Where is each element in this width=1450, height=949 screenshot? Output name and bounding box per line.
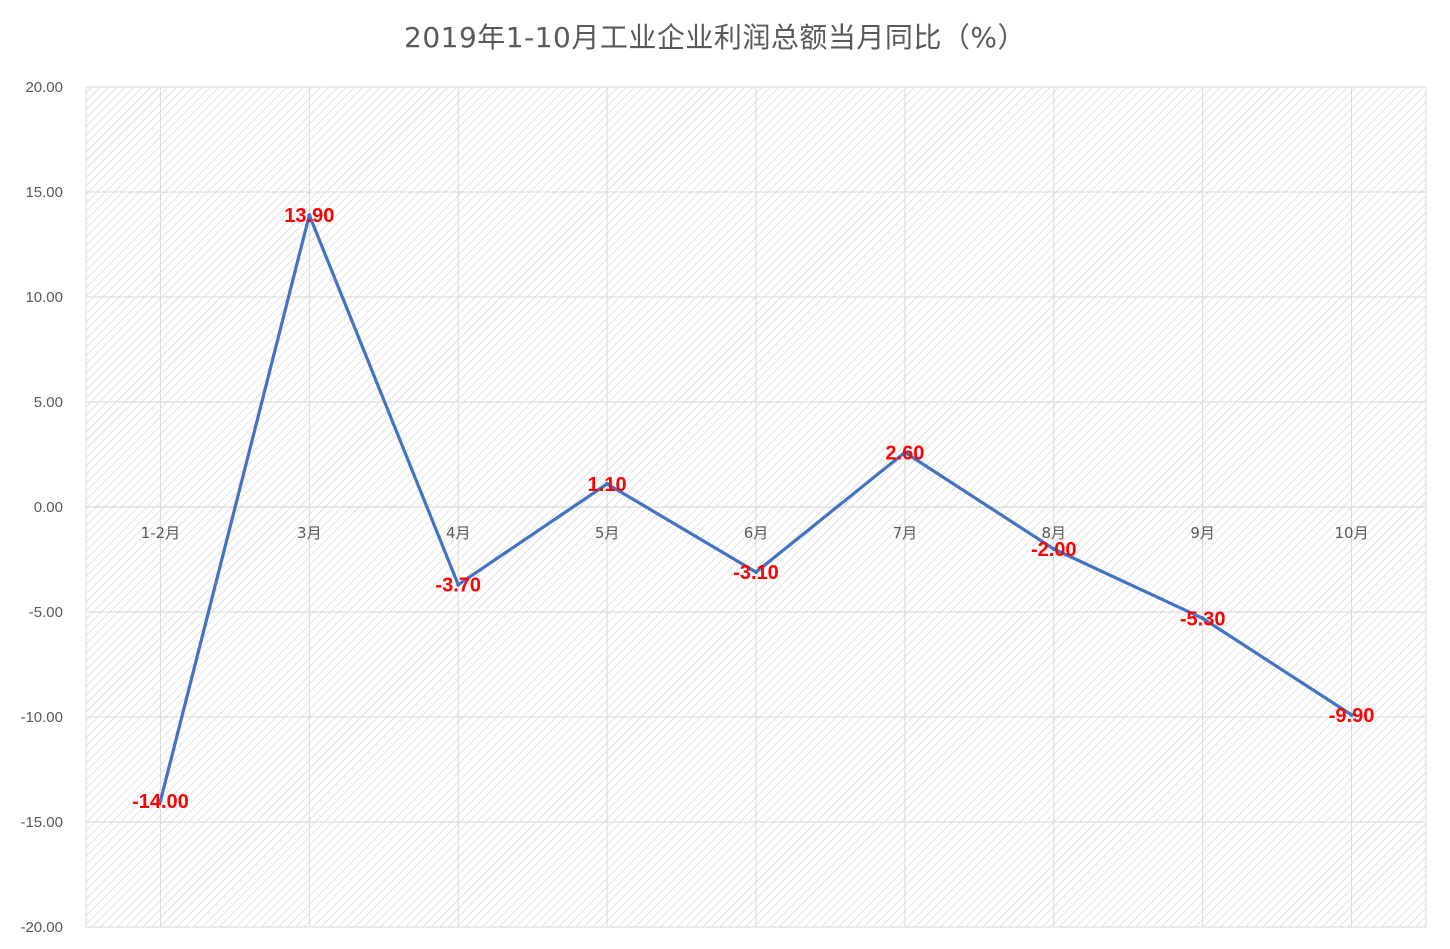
- x-tick-label: 6月: [744, 524, 769, 542]
- x-tick-label: 5月: [595, 524, 620, 542]
- data-point: [902, 450, 907, 455]
- data-label: -14.00: [132, 791, 189, 813]
- data-point: [605, 481, 610, 486]
- data-label: 1.10: [588, 474, 627, 496]
- axes: 20.00 15.00 10.00 5.00 0.00 -5.00 -10.00 -15.00…: [20, 79, 1426, 936]
- y-tick-label: 15.00: [25, 184, 63, 201]
- data-label: -3.70: [435, 575, 481, 597]
- data-point: [754, 570, 758, 575]
- x-tick-label: 9月: [1190, 524, 1215, 542]
- data-point: [158, 799, 163, 803]
- data-point: [307, 213, 312, 218]
- y-tick-label: 5.00: [34, 394, 63, 411]
- y-tick-label: 20.00: [25, 79, 63, 96]
- y-tick-label: -5.00: [29, 604, 63, 621]
- x-tick-label: 10月: [1335, 524, 1369, 542]
- data-point: [1349, 712, 1354, 717]
- y-tick-label: -15.00: [20, 814, 63, 831]
- data-label: 13.90: [284, 205, 334, 227]
- y-tick-label: -10.00: [20, 709, 63, 726]
- data-point: [456, 582, 461, 587]
- chart-title: 2019年1-10月工业企业利润总额当月同比（%）: [404, 21, 1026, 54]
- x-tick-label: 8月: [1042, 524, 1067, 542]
- x-tick-label: 7月: [893, 524, 918, 542]
- data-point: [1051, 547, 1056, 551]
- data-label: -9.90: [1329, 705, 1375, 727]
- x-tick-label: 1-2月: [141, 524, 181, 542]
- x-tick-label: 3月: [297, 524, 322, 542]
- data-label: -5.30: [1180, 608, 1226, 630]
- data-label: 2.60: [885, 442, 924, 464]
- data-point: [1200, 616, 1205, 621]
- y-tick-label: -20.00: [20, 919, 63, 936]
- series-line-layer: [158, 213, 1354, 803]
- data-label: -3.10: [733, 562, 779, 584]
- data-label: -2.00: [1031, 539, 1077, 561]
- y-tick-label: 0.00: [34, 499, 63, 516]
- x-tick-label: 4月: [446, 524, 471, 542]
- data-labels: -14.00 13.90 -3.70 1.10 -3.10 2.60 -2.00 -5.30 -…: [132, 205, 1374, 813]
- y-tick-label: 10.00: [25, 289, 63, 306]
